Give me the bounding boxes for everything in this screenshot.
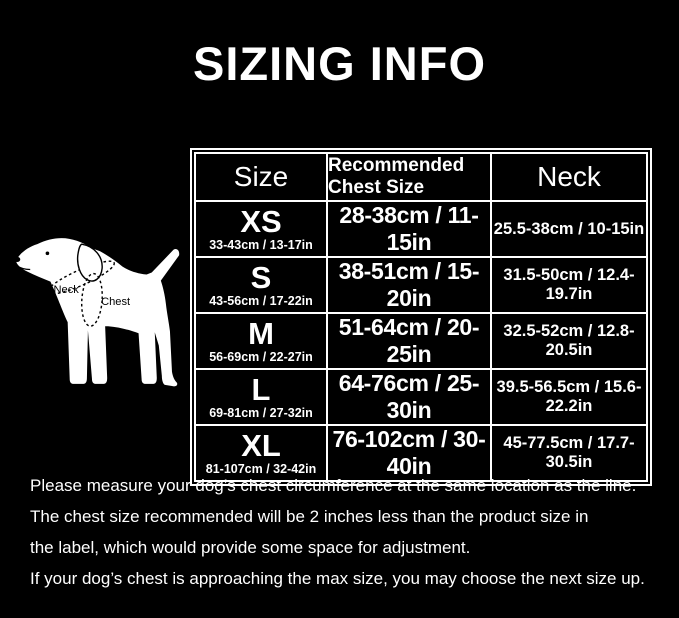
size-value: XL	[241, 427, 281, 463]
header-size: Size	[194, 152, 328, 202]
chest-cell: 64-76cm / 25-30in	[326, 368, 492, 426]
table-row-xl: XL 81-107cm / 32-42in 76-102cm / 30-40in…	[194, 424, 648, 482]
note-line: Please measure your dog’s chest circumfe…	[30, 476, 637, 495]
neck-label: Neck	[53, 284, 79, 296]
size-range: 81-107cm / 32-42in	[205, 462, 317, 477]
table-row-m: M 56-69cm / 22-27in 51-64cm / 20-25in 32…	[194, 312, 648, 370]
dog-mouth-line	[15, 264, 31, 271]
table-row-l: L 69-81cm / 27-32in 64-76cm / 25-30in 39…	[194, 368, 648, 426]
dog-body	[16, 238, 180, 387]
neck-cell: 25.5-38cm / 10-15in	[490, 200, 648, 258]
note-line: The chest size recommended will be 2 inc…	[30, 507, 589, 526]
dog-nose	[13, 256, 21, 262]
size-cell: L 69-81cm / 27-32in	[194, 368, 328, 426]
table-row-s: S 43-56cm / 17-22in 38-51cm / 15-20in 31…	[194, 256, 648, 314]
size-range: 43-56cm / 17-22in	[209, 294, 313, 309]
size-range: 69-81cm / 27-32in	[209, 406, 313, 421]
size-range: 33-43cm / 13-17in	[209, 238, 313, 253]
note-line: the label, which would provide some spac…	[30, 538, 471, 557]
size-value: L	[251, 371, 271, 407]
size-cell: XS 33-43cm / 13-17in	[194, 200, 328, 258]
size-value: XS	[240, 203, 282, 239]
size-value: S	[250, 259, 272, 295]
size-cell: XL 81-107cm / 32-42in	[194, 424, 328, 482]
neck-cell: 45-77.5cm / 17.7-30.5in	[490, 424, 648, 482]
notes: Please measure your dog’s chest circumfe…	[30, 470, 675, 594]
size-cell: M 56-69cm / 22-27in	[194, 312, 328, 370]
chest-cell: 28-38cm / 11-15in	[326, 200, 492, 258]
header-chest: Recommended Chest Size	[326, 152, 492, 202]
table-row-xs: XS 33-43cm / 13-17in 28-38cm / 11-15in 2…	[194, 200, 648, 258]
size-value: M	[248, 315, 274, 351]
neck-cell: 39.5-56.5cm / 15.6-22.2in	[490, 368, 648, 426]
chest-cell: 38-51cm / 15-20in	[326, 256, 492, 314]
note-line: If your dog’s chest is approaching the m…	[30, 569, 645, 588]
size-range: 56-69cm / 22-27in	[209, 350, 313, 365]
table-header-row: Size Recommended Chest Size Neck	[194, 152, 648, 202]
chest-label: Chest	[101, 296, 131, 308]
sizing-table: Size Recommended Chest Size Neck XS 33-4…	[190, 148, 652, 486]
dog-eye	[45, 251, 50, 256]
size-cell: S 43-56cm / 17-22in	[194, 256, 328, 314]
page-title: SIZING INFO	[193, 37, 486, 90]
chest-cell: 51-64cm / 20-25in	[326, 312, 492, 370]
dog-illustration: Neck Chest	[13, 238, 180, 387]
header-neck: Neck	[490, 152, 648, 202]
dog-diagram: Neck Chest	[6, 230, 182, 395]
neck-cell: 32.5-52cm / 12.8-20.5in	[490, 312, 648, 370]
neck-cell: 31.5-50cm / 12.4-19.7in	[490, 256, 648, 314]
chest-cell: 76-102cm / 30-40in	[326, 424, 492, 482]
